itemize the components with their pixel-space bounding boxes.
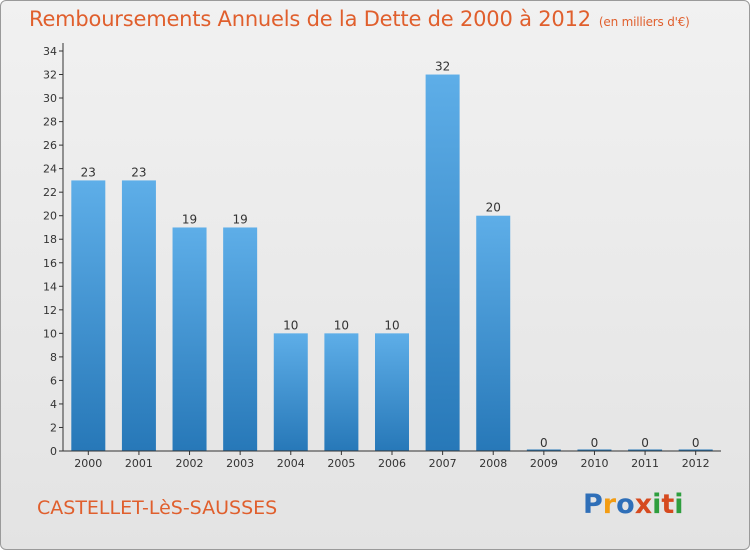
data-label: 10 [283,318,298,332]
logo-letter: r [602,489,617,520]
y-tick-label: 14 [43,280,57,293]
x-tick-label: 2001 [125,457,153,470]
bar [577,449,612,451]
x-tick-label: 2000 [74,457,102,470]
logo-letter: P [583,489,603,520]
logo-letter: x [634,489,653,520]
logo-letter: i [674,489,684,520]
y-tick-label: 30 [43,92,57,105]
data-label: 19 [233,212,248,226]
unit-note: (en milliers d'€) [598,15,690,29]
bar [476,215,511,451]
data-label: 0 [641,436,649,450]
y-tick-label: 16 [43,257,57,270]
bar [223,227,258,451]
y-tick-label: 10 [43,327,57,340]
y-tick-label: 20 [43,210,57,223]
bar [324,333,359,451]
data-label: 20 [486,201,501,215]
bars-group: 23 23 19 19 10 10 10 32 20 0 0 0 0 [71,60,713,452]
bar [121,180,156,452]
x-tick-label: 2003 [226,457,254,470]
y-tick-label: 18 [43,233,57,246]
x-tick-label: 2004 [277,457,305,470]
x-tick-label: 2005 [327,457,355,470]
commune-name: CASTELLET-LèS-SAUSSES [37,497,278,519]
x-tick-label: 2008 [479,457,507,470]
y-tick-label: 32 [43,69,57,82]
y-tick-label: 26 [43,139,57,152]
x-tick-label: 2007 [429,457,457,470]
logo-letter: t [661,489,675,520]
chart-title: Remboursements Annuels de la Dette de 20… [29,7,690,31]
x-axis: 2000 2001 2002 2003 2004 2005 2006 2007 2008 2009… [63,450,721,470]
y-tick-label: 2 [50,421,57,434]
data-label: 10 [384,318,399,332]
y-tick-label: 22 [43,186,57,199]
y-tick-label: 12 [43,304,57,317]
bar [71,180,106,452]
data-label: 10 [334,318,349,332]
y-tick-label: 24 [43,163,57,176]
bar [273,333,308,451]
y-tick-label: 34 [43,45,57,58]
bar [425,74,460,451]
bar [526,449,561,451]
y-tick-label: 8 [50,351,57,364]
proxiti-logo: Proxiti [583,489,684,520]
bar [628,449,663,451]
y-tick-label: 6 [50,374,57,387]
data-label: 23 [81,165,96,179]
data-label: 0 [591,436,599,450]
x-tick-label: 2009 [530,457,558,470]
data-label: 19 [182,212,197,226]
x-tick-label: 2012 [682,457,710,470]
y-tick-label: 0 [50,445,57,458]
x-tick-label: 2006 [378,457,406,470]
x-tick-label: 2002 [176,457,204,470]
logo-letter: o [616,489,635,520]
chart-title-text: Remboursements Annuels de la Dette de 20… [29,7,591,31]
data-label: 23 [131,165,146,179]
bar [172,227,207,451]
x-tick-label: 2011 [631,457,659,470]
x-tick-label: 2010 [580,457,608,470]
bar [375,333,409,451]
data-label: 0 [692,436,700,450]
logo-letter: i [652,489,662,520]
data-label: 0 [540,436,548,450]
y-tick-label: 4 [50,398,57,411]
bar [678,449,713,451]
y-tick-label: 28 [43,116,57,129]
data-label: 32 [435,60,450,74]
